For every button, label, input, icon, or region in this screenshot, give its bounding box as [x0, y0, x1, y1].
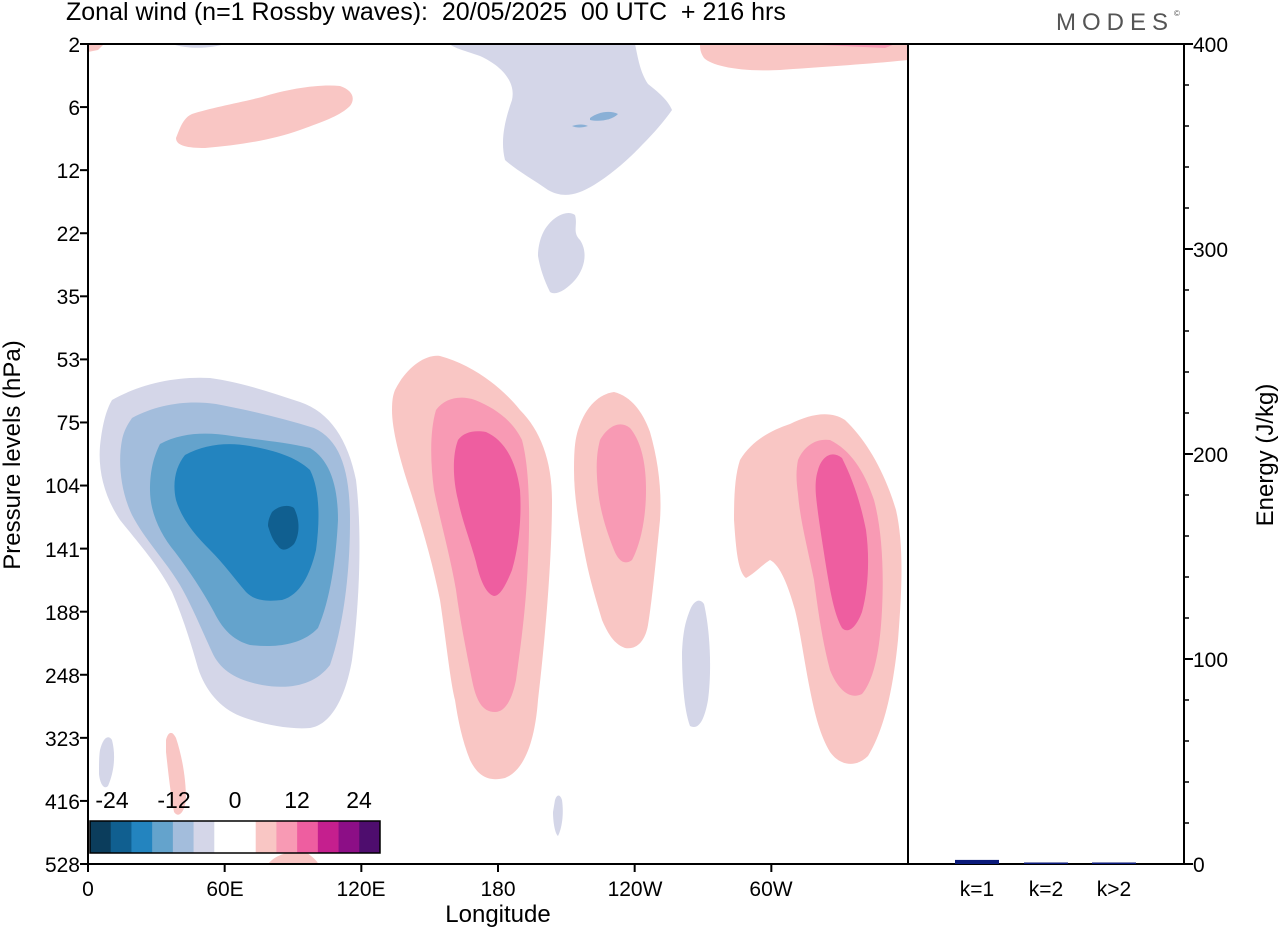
y-tick-label: 141	[45, 539, 80, 562]
contour-pos-level2-b	[596, 424, 646, 563]
contour-low-lavender-left	[99, 737, 115, 788]
energy-category-label: k>2	[1097, 878, 1131, 901]
colorbar-swatch	[131, 821, 153, 853]
contour-field	[88, 44, 908, 864]
contour-low-lavender-mid	[553, 795, 563, 836]
y-axis-ticks	[80, 43, 88, 865]
contour-neg-level5	[268, 505, 299, 550]
contour-top-left-pink	[88, 44, 104, 52]
energy-tick-label: 100	[1193, 649, 1228, 672]
colorbar-swatch	[235, 821, 257, 853]
colorbar	[89, 820, 381, 854]
colorbar-swatch	[317, 821, 339, 853]
colorbar-swatch	[276, 821, 298, 853]
colorbar-swatch	[214, 821, 236, 853]
y-tick-label: 75	[57, 412, 80, 435]
energy-bars	[955, 859, 1136, 864]
contour-upper-blue-spot	[590, 111, 618, 121]
energy-tick-label: 400	[1193, 34, 1228, 57]
colorbar-swatch	[172, 821, 194, 853]
energy-category-labels: k=1 k=2 k>2	[960, 878, 1131, 901]
y-tick-label: 35	[57, 286, 80, 309]
colorbar-swatch	[297, 821, 319, 853]
modes-logo: MODES©	[1056, 9, 1180, 36]
y-tick-label: 528	[45, 854, 80, 877]
colorbar-swatch	[359, 821, 381, 853]
colorbar-swatch	[110, 821, 132, 853]
energy-category-label: k=1	[960, 878, 994, 901]
contour-top-right-pink	[700, 44, 908, 71]
colorbar-swatch	[255, 821, 277, 853]
y-tick-label: 416	[45, 791, 80, 814]
y-tick-label: 22	[57, 223, 80, 246]
x-axis-title: Longitude	[445, 901, 550, 928]
contour-pos-level3-c	[815, 454, 869, 631]
x-tick-label: 120E	[336, 878, 385, 901]
y-tick-label: 6	[68, 97, 80, 120]
y-tick-label: 323	[45, 728, 80, 751]
contour-low-pink-left	[166, 732, 186, 815]
contour-upper-pink	[176, 85, 353, 148]
colorbar-swatch	[338, 821, 360, 853]
colorbar-label: 24	[346, 787, 372, 813]
energy-category-label: k=2	[1029, 878, 1063, 901]
contour-upper-blue-spot-2	[572, 124, 588, 128]
contour-neg-level4	[174, 444, 319, 601]
y-axis-tick-labels: 2 6 12 22 35 53 75 104 141 188 248 323 4…	[45, 34, 80, 877]
energy-axis-ticks	[1184, 43, 1193, 865]
y-tick-label: 188	[45, 602, 80, 625]
y-tick-label: 53	[57, 349, 80, 372]
colorbar-labels: -24 -12 0 12 24	[95, 787, 372, 813]
contour-lavender-lobe	[538, 213, 585, 294]
x-tick-label: 60E	[206, 878, 243, 901]
energy-tick-label: 200	[1193, 444, 1228, 467]
y-tick-label: 104	[45, 475, 80, 498]
colorbar-label: -24	[95, 787, 128, 813]
energy-bar	[1092, 862, 1136, 864]
energy-tick-label: 300	[1193, 239, 1228, 262]
colorbar-label: 12	[284, 787, 310, 813]
y-axis-title: Pressure levels (hPa)	[0, 340, 26, 569]
colorbar-label: 0	[229, 787, 242, 813]
contour-low-pink-bottom	[268, 851, 318, 864]
energy-axis-title: Energy (J/kg)	[1252, 384, 1279, 527]
contour-lavender-oval	[682, 600, 711, 727]
colorbar-swatch	[152, 821, 174, 853]
x-tick-label: 120W	[608, 878, 663, 901]
x-tick-label: 180	[480, 878, 515, 901]
x-axis-tick-labels: 0 60E 120E 180 120W 60W	[82, 878, 793, 901]
contour-upper-lavender	[450, 44, 672, 195]
contour-pos-level3-a	[453, 431, 521, 596]
colorbar-label: -12	[157, 787, 190, 813]
logo-text: MODES	[1056, 9, 1175, 36]
colorbar-swatch	[90, 821, 112, 853]
x-tick-label: 60W	[749, 878, 792, 901]
x-axis-ticks	[87, 864, 773, 872]
colorbar-frame	[89, 820, 381, 854]
y-tick-label: 12	[57, 160, 80, 183]
energy-tick-labels: 0 100 200 300 400	[1193, 34, 1228, 877]
y-tick-label: 2	[68, 34, 80, 57]
colorbar-swatch	[193, 821, 215, 853]
energy-bar	[955, 859, 999, 864]
energy-bar	[1024, 862, 1068, 864]
energy-tick-label: 0	[1193, 854, 1205, 877]
energy-plot-frame	[907, 43, 1185, 865]
chart-title: Zonal wind (n=1 Rossby waves): 20/05/202…	[66, 0, 786, 26]
x-tick-label: 0	[82, 878, 94, 901]
y-tick-label: 248	[45, 665, 80, 688]
